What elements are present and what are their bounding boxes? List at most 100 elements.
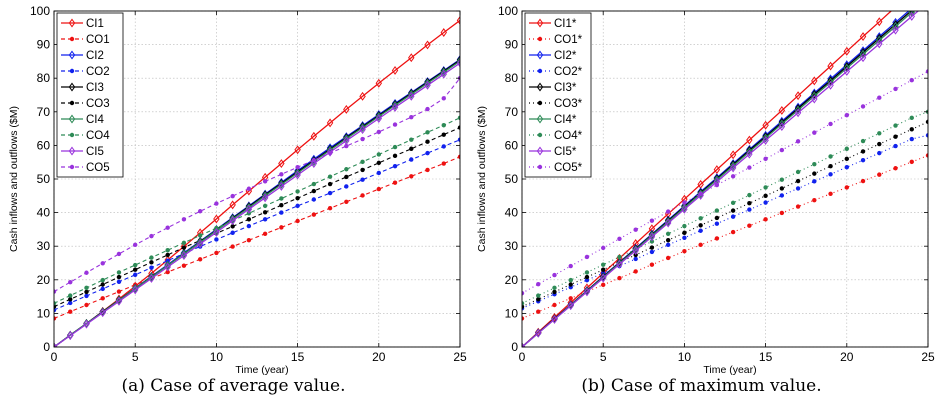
b-point-3-25 — [925, 133, 928, 138]
a-point-5-12 — [246, 217, 252, 222]
b-point-7-5 — [601, 262, 606, 267]
a-point-1-20 — [376, 186, 381, 192]
a-point-7-13 — [262, 203, 268, 209]
b-point-3-12 — [714, 221, 720, 226]
a-point-8-11 — [229, 216, 236, 226]
a-point-9-6 — [149, 233, 154, 239]
b-point-3-15 — [763, 200, 768, 205]
b-ytick-label-20: 20 — [505, 273, 519, 287]
a-legend-marker-1 — [69, 36, 75, 42]
a-point-7-22 — [409, 137, 414, 142]
a-point-1-7 — [165, 269, 170, 275]
a-point-3-20 — [376, 170, 381, 176]
b-point-3-13 — [730, 214, 736, 219]
a-xtick-label-5: 5 — [132, 350, 139, 364]
a-point-0-18 — [343, 104, 350, 114]
b-point-8-8 — [648, 232, 656, 242]
b-point-5-24 — [909, 127, 914, 132]
b-point-1-17 — [795, 204, 801, 209]
b-point-9-21 — [860, 104, 866, 109]
b-point-0-21 — [859, 32, 867, 41]
a-point-5-19 — [360, 167, 365, 173]
b-point-8-18 — [811, 94, 818, 104]
a-point-6-9 — [196, 237, 204, 247]
a-point-3-7 — [165, 258, 170, 263]
b-point-7-19 — [828, 154, 833, 159]
b-point-7-21 — [860, 138, 866, 144]
b-point-1-19 — [828, 191, 833, 196]
a-point-0-16 — [310, 131, 318, 141]
a-point-1-21 — [392, 180, 398, 185]
b-point-0-19 — [827, 61, 834, 71]
b-point-3-11 — [698, 228, 703, 233]
a-point-3-23 — [425, 150, 430, 156]
a-point-6-21 — [391, 100, 399, 110]
a-point-9-14 — [279, 172, 284, 177]
a-point-1-14 — [279, 225, 284, 230]
b-legend-marker-1 — [537, 36, 543, 42]
a-ytick-label-40: 40 — [37, 206, 51, 220]
a-point-7-9 — [197, 233, 203, 238]
a-point-5-5 — [133, 267, 138, 272]
a-point-1-8 — [181, 263, 187, 268]
a-point-0-21 — [391, 66, 399, 75]
a-point-5-1 — [68, 297, 73, 302]
b-point-6-25 — [925, 0, 930, 2]
b-point-6-15 — [762, 133, 769, 143]
b-point-6-9 — [664, 217, 672, 227]
b-legend-label-3: CO2* — [554, 66, 583, 78]
a-point-5-7 — [165, 252, 170, 258]
a-point-9-3 — [100, 261, 105, 266]
a-point-3-24 — [441, 144, 446, 149]
b-point-8-22 — [876, 39, 883, 49]
b-point-9-16 — [779, 147, 785, 153]
b-series-line-9 — [522, 71, 928, 294]
b-point-9-5 — [601, 245, 606, 251]
b-point-3-22 — [877, 150, 882, 156]
b-xtick-label-20: 20 — [840, 350, 854, 364]
b-point-7-6 — [617, 254, 622, 260]
a-point-5-21 — [392, 153, 398, 159]
a-point-7-8 — [181, 240, 187, 246]
b-point-9-15 — [763, 156, 768, 162]
b-point-1-14 — [747, 223, 752, 228]
b-point-9-1 — [536, 281, 541, 287]
a-point-0-11 — [229, 200, 236, 210]
a-point-8-20 — [375, 114, 383, 123]
b-series-CO1star — [522, 153, 928, 321]
b-point-7-2 — [552, 285, 557, 291]
a-point-3-1 — [68, 300, 73, 306]
b-point-7-14 — [747, 192, 752, 198]
a-point-8-7 — [164, 262, 171, 272]
b-ytick-label-70: 70 — [505, 105, 519, 119]
a-point-3-6 — [149, 265, 154, 270]
a-point-7-24 — [441, 123, 446, 128]
a-point-6-6 — [148, 272, 155, 282]
b-point-7-13 — [730, 200, 736, 206]
b-point-9-18 — [812, 130, 817, 135]
b-point-0-18 — [811, 76, 818, 86]
a-point-1-13 — [262, 231, 268, 236]
a-point-9-19 — [360, 136, 365, 142]
a-point-6-19 — [359, 123, 366, 133]
a-ytick-label-100: 100 — [30, 4, 50, 18]
b-point-5-13 — [730, 208, 736, 213]
b-point-7-1 — [536, 293, 541, 298]
a-point-7-23 — [425, 130, 430, 135]
a-point-9-8 — [181, 217, 187, 222]
b-point-1-12 — [714, 236, 720, 241]
b-legend-marker-9 — [537, 164, 543, 170]
a-series-line-0 — [54, 19, 460, 347]
b-legend-marker-6 — [536, 114, 544, 124]
b-point-5-11 — [698, 223, 703, 228]
b-point-9-9 — [665, 209, 671, 214]
b-legend-label-4: CI3* — [554, 82, 577, 94]
a-point-9-13 — [262, 179, 268, 184]
b-point-1-10 — [682, 249, 687, 254]
b-point-7-17 — [795, 169, 801, 175]
a-point-3-19 — [360, 177, 365, 182]
b-point-8-16 — [778, 122, 786, 132]
b-plot-area — [522, 0, 930, 347]
b-point-0-22 — [876, 17, 883, 27]
b-legend-label-8: CI5* — [554, 146, 577, 158]
